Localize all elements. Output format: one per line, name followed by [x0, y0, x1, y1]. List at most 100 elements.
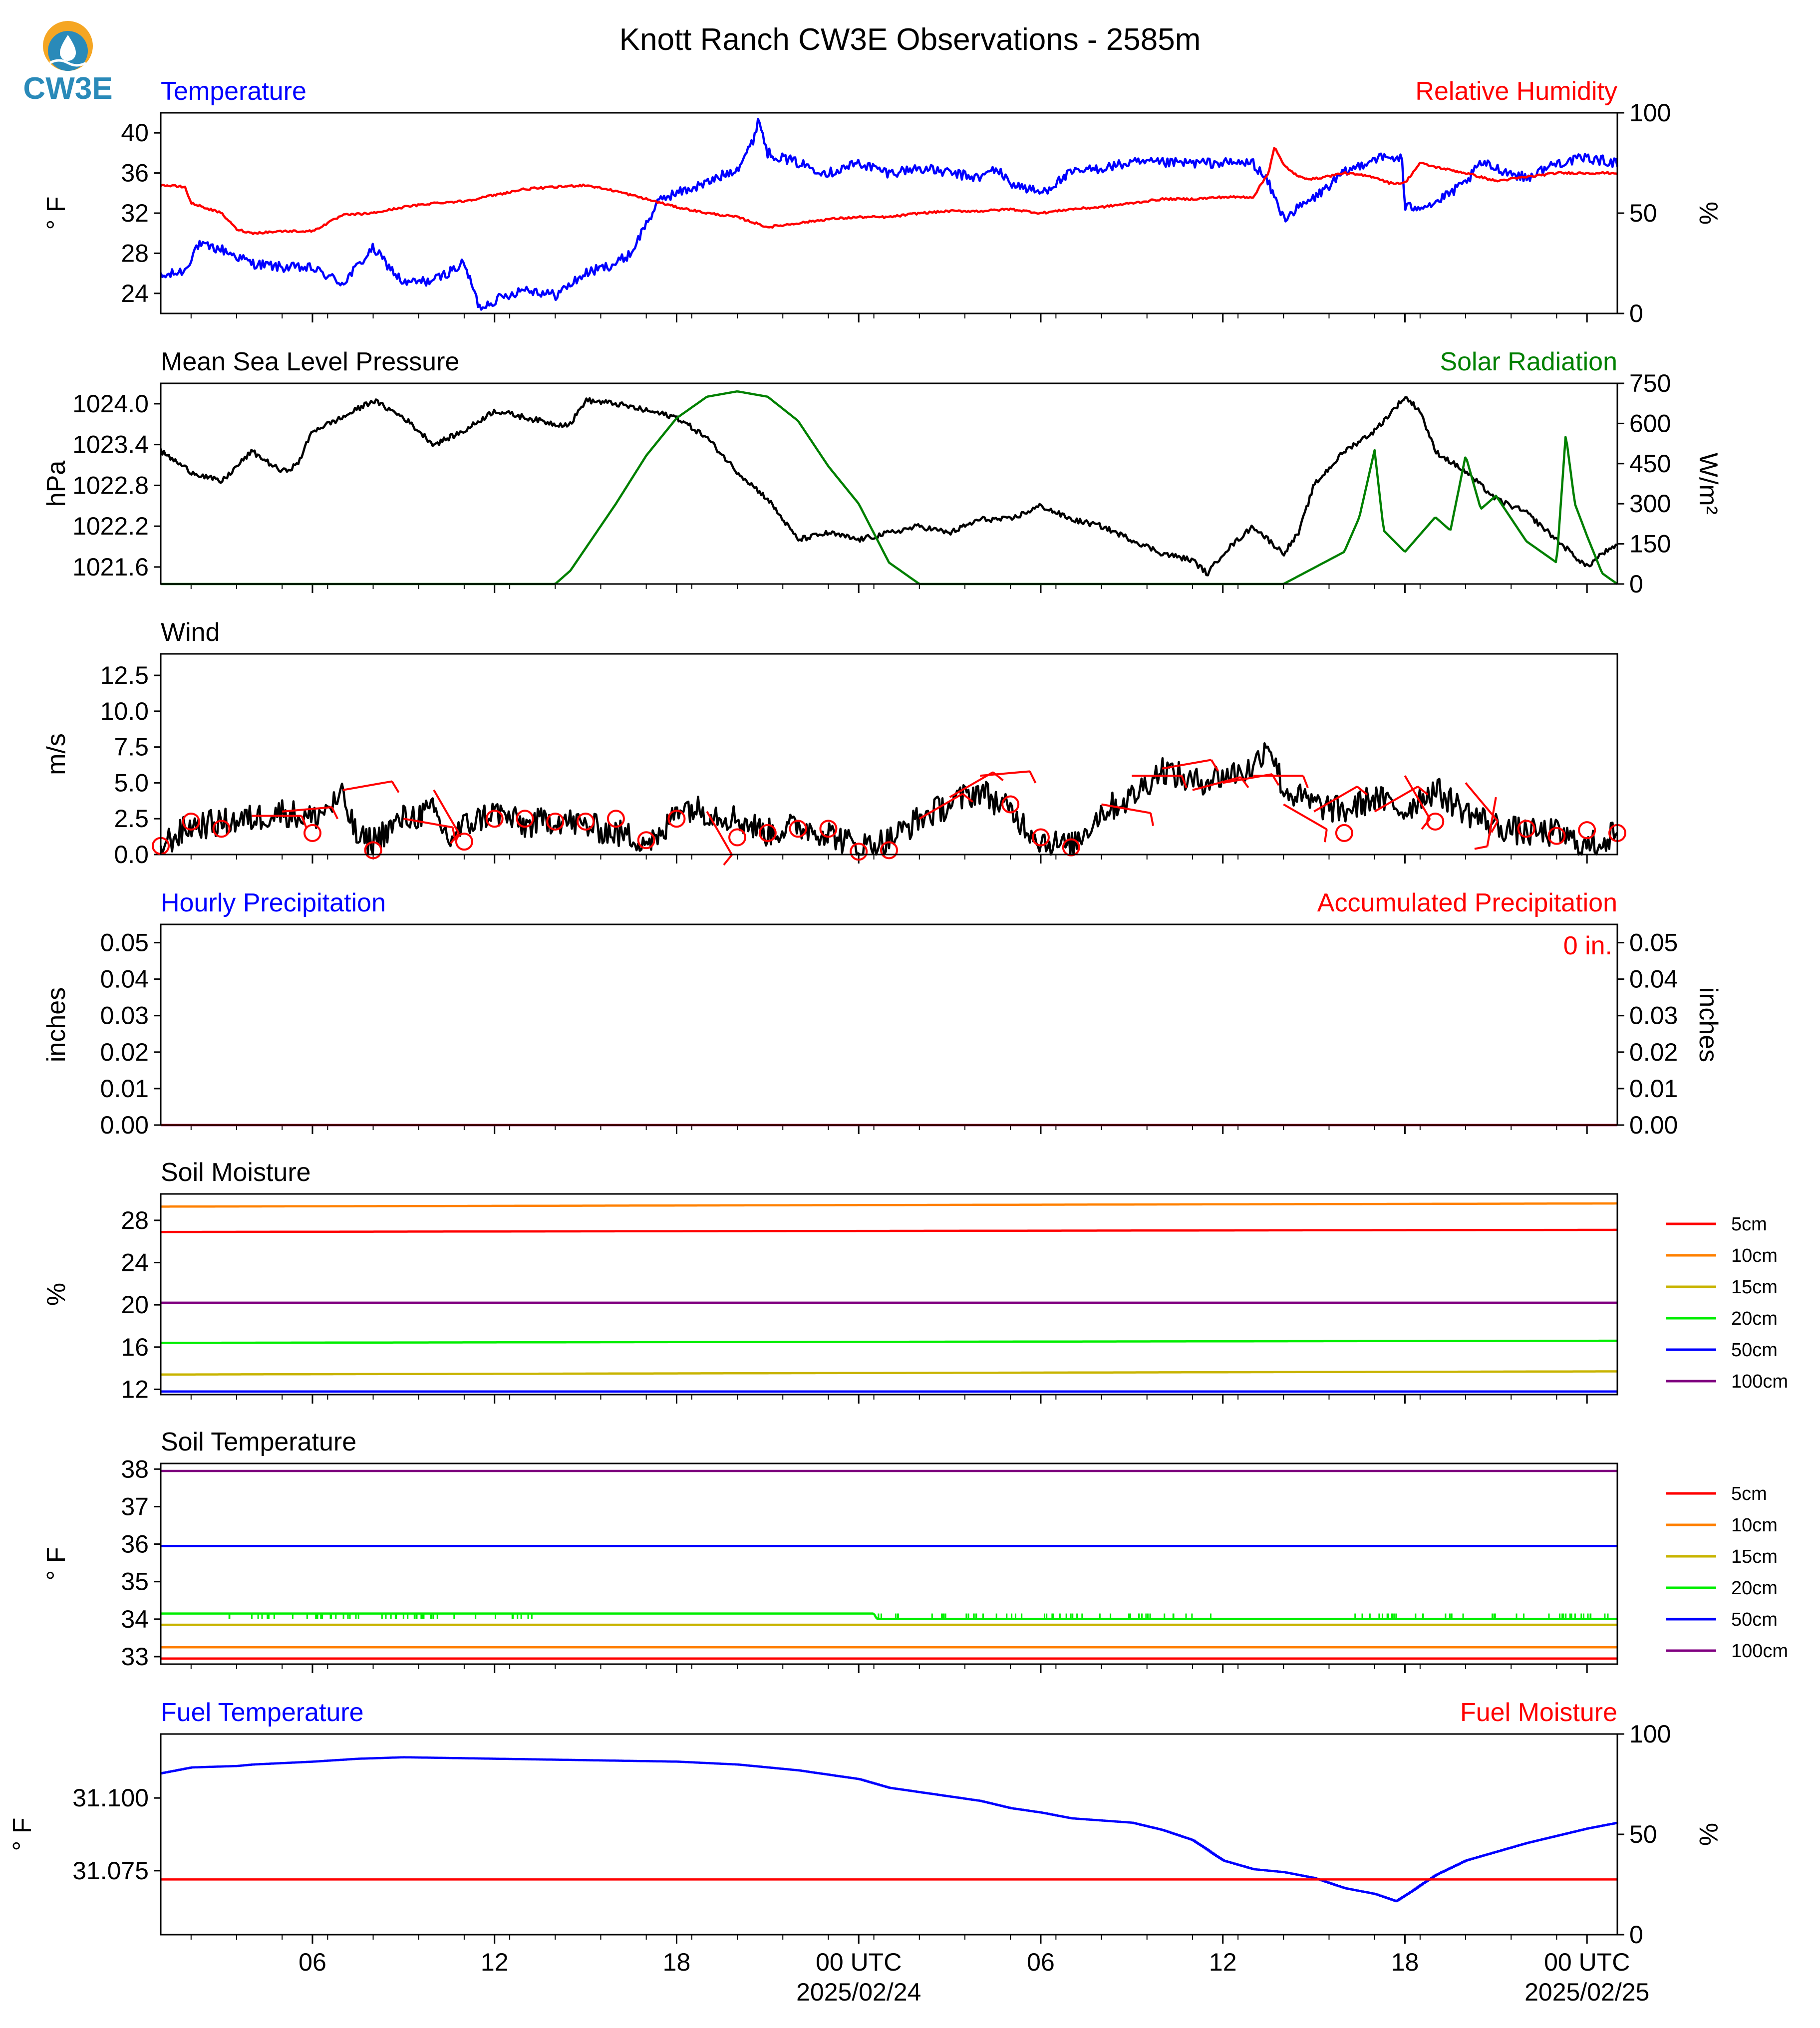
y-tick-label: 31.075	[72, 1857, 149, 1885]
panel-frame	[160, 653, 1618, 856]
panel-6: Soil Temperature 33 34 35 36 37 38 ° F 5cm 10cm 15…	[42, 1428, 1788, 1673]
y-tick-label: 35	[121, 1568, 149, 1596]
wind-barb	[1162, 759, 1212, 770]
cw3e-logo: CW3E	[23, 21, 113, 106]
wind-barb	[949, 771, 994, 798]
wind-barb-flag	[330, 807, 339, 820]
wind-barb-calm	[667, 810, 686, 828]
y-tick-label: 1024.0	[72, 390, 149, 418]
wind-barb-calm	[819, 820, 838, 838]
x-tick-label: 12	[481, 1948, 509, 1976]
x-tick-label: 06	[299, 1948, 326, 1976]
y-tick-label-right: 0.03	[1629, 1002, 1678, 1030]
y-axis-label: ° F	[42, 196, 71, 230]
series-line-5cm	[161, 1228, 1617, 1233]
wind-barb-calm	[728, 828, 747, 847]
wind-barb-calm	[364, 841, 382, 860]
wind-barb-flag	[1181, 775, 1188, 789]
wind-barb-calm	[1001, 795, 1020, 814]
legend-label: 15cm	[1731, 1546, 1778, 1567]
legend-label: 20cm	[1731, 1578, 1778, 1599]
wind-barb	[282, 806, 332, 813]
wind-barb-calm	[607, 810, 625, 828]
series-line-1	[161, 1756, 1619, 1903]
y-tick-label: 33	[121, 1643, 149, 1671]
series-line-20cm	[161, 1339, 1617, 1344]
y-axis-label-right: W/m²	[1694, 453, 1723, 515]
wind-barb-calm	[1426, 812, 1445, 831]
wind-barb-calm	[212, 820, 231, 838]
y-tick-label: 16	[121, 1333, 149, 1361]
y-tick-label: 2.5	[114, 805, 149, 833]
x-tick-label: 18	[1391, 1948, 1419, 1976]
legend-label: 5cm	[1731, 1214, 1767, 1235]
y-tick-label-right: 0	[1629, 1921, 1643, 1949]
y-tick-label: 36	[121, 1530, 149, 1558]
y-axis-label: ° F	[42, 1547, 71, 1580]
y-tick-label-right: 50	[1629, 1820, 1657, 1848]
series-line-1	[159, 742, 1618, 856]
panel-title-left: Wind	[161, 618, 220, 647]
wind-barb-flag	[1150, 813, 1155, 826]
y-tick-label-right: 150	[1629, 530, 1671, 558]
y-tick-label: 36	[121, 159, 149, 187]
x-tick-label: 18	[663, 1948, 691, 1976]
y-tick-label: 34	[121, 1605, 149, 1633]
panels: Temperature Relative Humidity 24 28 32 36 40 0 5…	[8, 77, 1788, 1949]
panel-frame	[160, 112, 1618, 314]
y-tick-label: 37	[121, 1492, 149, 1520]
y-tick-label: 0.04	[100, 965, 149, 993]
panel-7: Fuel Temperature Fuel Moisture 31.075 31.10…	[8, 1698, 1723, 1949]
wind-barb-calm	[455, 833, 473, 851]
series-line-1	[159, 117, 1619, 311]
y-tick-label: 24	[121, 280, 149, 307]
series-line-1	[159, 396, 1618, 577]
panel-5: Soil Moisture 12 16 20 24 28% 5cm 10cm 15cm 20cm 5…	[42, 1158, 1788, 1404]
wind-barb-calm	[1517, 820, 1535, 838]
y-tick-label-right: 0.00	[1629, 1111, 1678, 1139]
wind-barb-calm	[1062, 838, 1080, 857]
wind-barb	[1374, 786, 1419, 813]
wind-barb-flag	[450, 833, 460, 844]
y-tick-label-right: 450	[1629, 450, 1671, 478]
wind-barb	[1192, 776, 1241, 791]
legend-label: 15cm	[1731, 1277, 1778, 1298]
y-tick-label: 0.00	[100, 1111, 149, 1139]
y-tick-label: 0.01	[100, 1075, 149, 1103]
y-tick-label: 28	[121, 1206, 149, 1234]
x-tick-label: 00 UTC	[816, 1948, 902, 1976]
wind-barb	[1101, 803, 1151, 814]
y-tick-label: 0.0	[114, 841, 149, 869]
panel-2: Mean Sea Level Pressure Solar Radiation 10…	[42, 347, 1723, 598]
y-tick-label: 5.0	[114, 769, 149, 797]
x-tick-date: 2025/02/25	[1524, 1978, 1649, 2006]
wind-barb	[918, 793, 963, 820]
y-tick-label: 1023.4	[72, 431, 149, 459]
y-tick-label-right: 0.04	[1629, 965, 1678, 993]
y-tick-label: 1022.2	[72, 512, 149, 540]
legend-label: 100cm	[1731, 1371, 1788, 1392]
y-tick-label: 0.05	[100, 929, 149, 957]
wind-barb-calm	[577, 812, 595, 831]
x-tick-label: 00 UTC	[1544, 1948, 1630, 1976]
y-tick-label: 10.0	[100, 697, 149, 725]
y-tick-label: 0.03	[100, 1002, 149, 1030]
panel-title-left: Soil Moisture	[161, 1158, 311, 1187]
y-tick-label: 12	[121, 1375, 149, 1403]
wind-barb-flag	[1491, 821, 1499, 833]
y-tick-label-right: 100	[1629, 99, 1671, 127]
wind-barb-calm	[880, 841, 898, 860]
y-tick-label: 32	[121, 199, 149, 227]
wind-barb-flag	[962, 793, 973, 803]
y-axis-label: m/s	[42, 733, 71, 775]
legend-label: 20cm	[1731, 1308, 1778, 1329]
wind-barb	[1283, 803, 1327, 831]
wind-barb-flag	[1474, 845, 1488, 850]
y-axis-label-right: inches	[1694, 987, 1723, 1062]
y-axis-label: hPa	[42, 461, 71, 507]
series-line-2	[160, 147, 1618, 236]
wind-barb-calm	[637, 831, 655, 850]
series-line-10cm	[161, 1202, 1617, 1208]
y-tick-label: 40	[121, 119, 149, 147]
